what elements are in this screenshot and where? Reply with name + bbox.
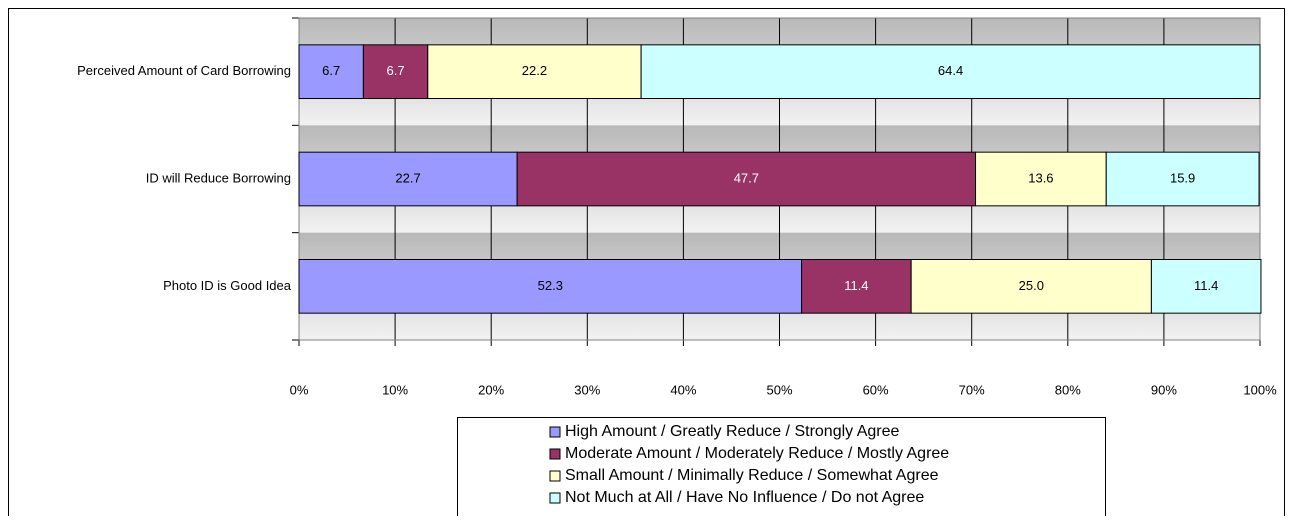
bar-segment (975, 151, 1107, 207)
y-tick-label: Photo ID is Good Idea (163, 278, 292, 293)
data-label: 22.7 (395, 170, 420, 185)
bar-segment (801, 259, 912, 314)
x-tick-label: 70% (959, 382, 985, 397)
legend-box (457, 417, 1106, 521)
x-tick-label: 90% (1151, 382, 1177, 397)
data-label: 11.4 (844, 278, 868, 293)
legend-swatch (549, 492, 561, 504)
x-tick-label: 40% (670, 382, 696, 397)
y-tick-label: Perceived Amount of Card Borrowing (77, 63, 291, 78)
bar-segment (298, 259, 803, 314)
legend-label: Small Amount / Minimally Reduce / Somewh… (565, 467, 939, 484)
x-tick-label: 50% (766, 382, 792, 397)
legend-swatch (549, 426, 561, 438)
data-label: 25.0 (1019, 278, 1044, 293)
bar-segment (1105, 151, 1260, 207)
data-label: 11.4 (1194, 278, 1218, 293)
data-label: 6.7 (387, 63, 405, 78)
x-tick-label: 30% (574, 382, 600, 397)
legend-swatch (549, 470, 561, 482)
bar-segment (910, 259, 1152, 314)
data-label: 22.2 (522, 63, 547, 78)
bar-segment (516, 151, 977, 207)
legend-label: Moderate Amount / Moderately Reduce / Mo… (565, 445, 949, 462)
data-label: 52.3 (538, 278, 563, 293)
bar-segment (362, 44, 429, 99)
data-label: 47.7 (734, 170, 759, 185)
y-tick-label: ID will Reduce Borrowing (146, 170, 291, 185)
data-label: 64.4 (938, 63, 963, 78)
x-tick-label: 20% (478, 382, 504, 397)
data-label: 13.6 (1028, 170, 1053, 185)
bar-segment (298, 151, 518, 207)
x-tick-label: 80% (1055, 382, 1081, 397)
legend-label: High Amount / Greatly Reduce / Strongly … (565, 423, 900, 440)
x-tick-label: 10% (382, 382, 408, 397)
x-tick-label: 0% (290, 382, 309, 397)
x-tick-label: 100% (1243, 382, 1277, 397)
data-label: 15.9 (1170, 170, 1195, 185)
bar-segment (427, 44, 642, 99)
x-tick-label: 60% (863, 382, 889, 397)
legend-swatch (549, 448, 561, 460)
legend-label: Not Much at All / Have No Influence / Do… (565, 489, 924, 506)
bar-segment (1150, 259, 1262, 314)
data-label: 6.7 (322, 63, 340, 78)
bar-segment (640, 44, 1261, 99)
